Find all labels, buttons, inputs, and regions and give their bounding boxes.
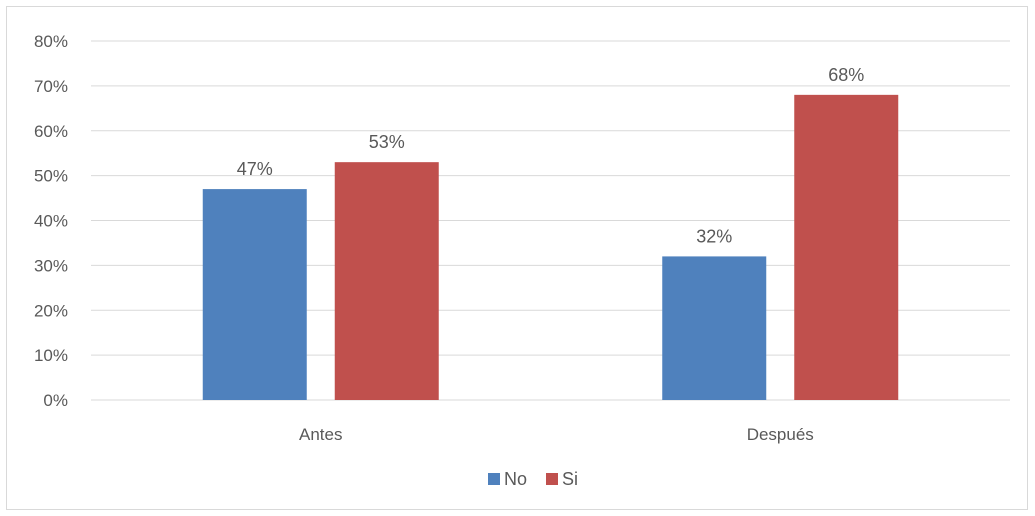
bar-no-0: [202, 189, 307, 400]
legend-swatch: [546, 473, 558, 485]
legend-swatch: [488, 473, 500, 485]
y-tick-label: 0%: [43, 391, 68, 410]
x-tick-label: Después: [747, 425, 814, 444]
legend-label: No: [504, 469, 527, 489]
data-labels: 47% 53% 32% 68%: [237, 65, 865, 247]
y-axis-ticks: 0% 10% 20% 30% 40% 50% 60% 70% 80%: [34, 32, 68, 410]
data-label: 47%: [237, 159, 273, 179]
y-tick-label: 20%: [34, 301, 68, 320]
data-label: 53%: [369, 132, 405, 152]
y-tick-label: 60%: [34, 122, 68, 141]
legend-label: Si: [562, 469, 578, 489]
x-axis-ticks: Antes Después: [299, 425, 814, 444]
x-tick-label: Antes: [299, 425, 342, 444]
y-tick-label: 30%: [34, 256, 68, 275]
y-tick-label: 40%: [34, 212, 68, 231]
legend: No Si: [488, 469, 578, 489]
y-tick-label: 70%: [34, 77, 68, 96]
bar-si-0: [334, 162, 439, 400]
bar-si-1: [794, 94, 899, 400]
bars: [202, 94, 899, 400]
bar-no-1: [662, 256, 767, 400]
data-label: 68%: [828, 65, 864, 85]
y-tick-label: 80%: [34, 32, 68, 51]
y-tick-label: 50%: [34, 167, 68, 186]
data-label: 32%: [696, 226, 732, 246]
y-tick-label: 10%: [34, 346, 68, 365]
